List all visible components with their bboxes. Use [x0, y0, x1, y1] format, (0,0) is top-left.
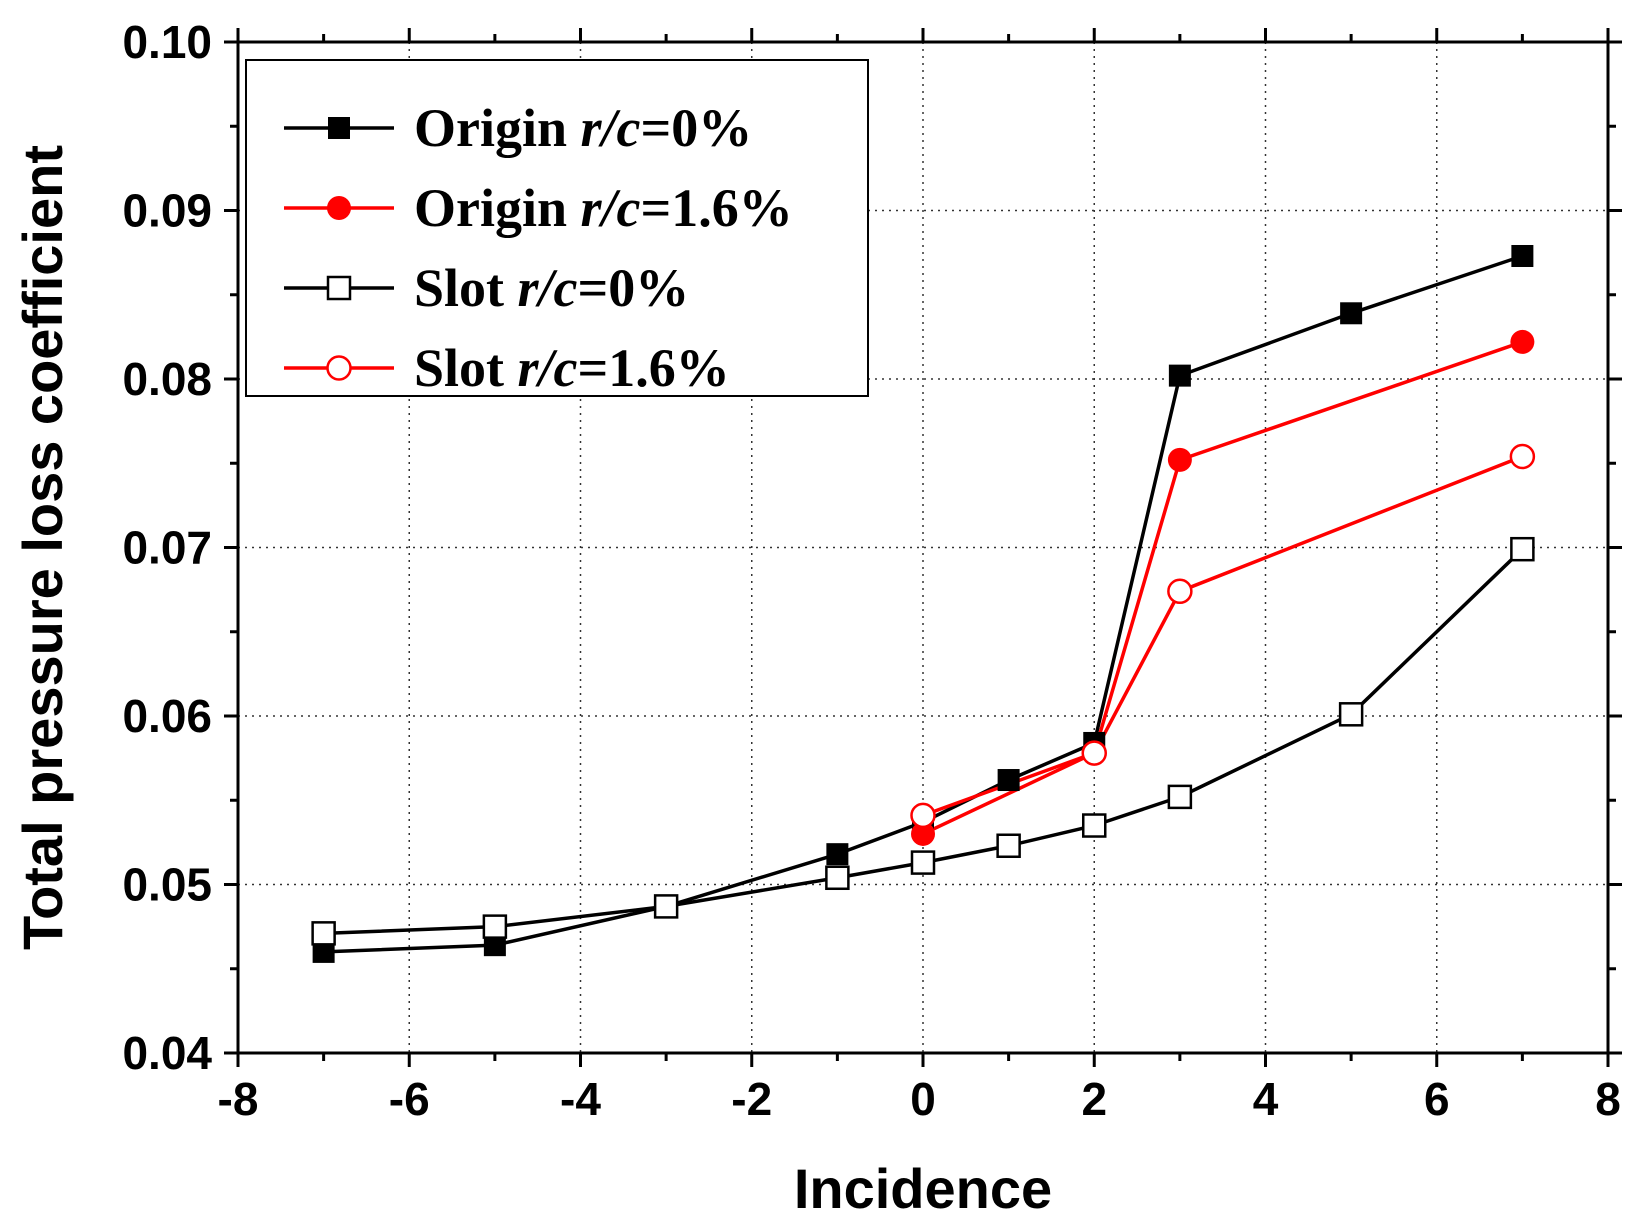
series-markers	[311, 244, 1536, 963]
series-line-origin-r-c-1-6	[922, 340, 1523, 836]
legend-marker	[326, 275, 352, 301]
legend-label: Slot r/c=0%	[414, 258, 689, 318]
legend-entry: Slot r/c=1.6%	[284, 338, 730, 398]
data-point-slot-r-c-1-6	[1081, 740, 1107, 766]
data-point-slot-r-c-0	[910, 850, 936, 875]
data-point-slot-r-c-1-6	[1509, 443, 1536, 470]
data-point-origin-r-c-0	[312, 940, 335, 963]
x-tick-label: -8	[218, 1073, 259, 1125]
axis-ticks	[224, 28, 1622, 1067]
y-tick-label: 0.07	[122, 522, 212, 574]
legend-entry: Origin r/c=1.6%	[284, 178, 793, 238]
x-tick-label: 8	[1595, 1073, 1621, 1125]
x-tick-label: 6	[1424, 1073, 1450, 1125]
data-point-slot-r-c-0	[311, 921, 336, 946]
legend-entry: Origin r/c=0%	[284, 98, 752, 158]
y-tick-label: 0.05	[122, 859, 212, 911]
y-tick-label: 0.06	[122, 690, 212, 742]
data-point-slot-r-c-0	[1510, 536, 1535, 562]
y-tick-label: 0.08	[122, 353, 212, 405]
y-axis-title: Total pressure loss coefficient	[11, 145, 74, 950]
data-point-origin-r-c-0	[1511, 244, 1534, 267]
series-line-slot-r-c-0	[323, 547, 1524, 936]
data-point-origin-r-c-1-6	[911, 821, 935, 846]
data-point-slot-r-c-0	[1082, 813, 1107, 838]
data-point-origin-r-c-1-6	[1510, 329, 1535, 354]
data-point-slot-r-c-1-6	[910, 802, 936, 829]
data-point-slot-r-c-1-6	[1167, 578, 1193, 605]
x-tick-label: -4	[560, 1073, 601, 1125]
data-point-slot-r-c-0	[653, 894, 679, 919]
y-tick-label: 0.04	[122, 1027, 212, 1079]
legend-marker	[327, 196, 351, 220]
x-tick-label: 4	[1253, 1073, 1279, 1125]
data-point-slot-r-c-0	[1167, 784, 1193, 810]
legend-entry: Slot r/c=0%	[284, 258, 689, 318]
data-point-origin-r-c-0	[483, 934, 506, 957]
grid-lines	[238, 42, 1608, 1053]
data-point-slot-r-c-0	[825, 865, 850, 891]
data-point-slot-r-c-0	[1338, 702, 1364, 727]
x-axis-title: Incidence	[794, 1157, 1052, 1220]
legend-marker	[328, 117, 350, 139]
legend-label: Slot r/c=1.6%	[414, 338, 730, 398]
legend-box	[245, 59, 869, 397]
data-point-origin-r-c-0	[826, 843, 849, 866]
x-tick-label: 0	[910, 1073, 936, 1125]
y-tick-label: 0.09	[122, 185, 212, 237]
data-point-origin-r-c-0	[1340, 302, 1363, 325]
legend-marker	[326, 355, 352, 381]
data-point-origin-r-c-1-6	[1167, 447, 1192, 472]
x-tick-label: 2	[1081, 1073, 1107, 1125]
legend-label: Origin r/c=0%	[414, 98, 752, 158]
y-tick-label: 0.10	[122, 16, 212, 68]
x-tick-label: -6	[389, 1073, 430, 1125]
legend-label: Origin r/c=1.6%	[414, 178, 793, 238]
data-point-slot-r-c-0	[482, 914, 508, 939]
legend: Origin r/c=0% Origin r/c=1.6% Slot r/c=0% S…	[245, 59, 869, 398]
data-point-origin-r-c-0	[1168, 364, 1191, 387]
data-point-slot-r-c-0	[996, 833, 1021, 858]
data-point-origin-r-c-0	[997, 769, 1020, 792]
x-tick-label: -2	[731, 1073, 772, 1125]
axis-tick-labels: -8 -6 -4 -2 0 2 4 6 8 0.04 0.05 0.06 0.07 0.08 0.09 0.1…	[122, 16, 1620, 1125]
series-lines	[323, 254, 1524, 954]
